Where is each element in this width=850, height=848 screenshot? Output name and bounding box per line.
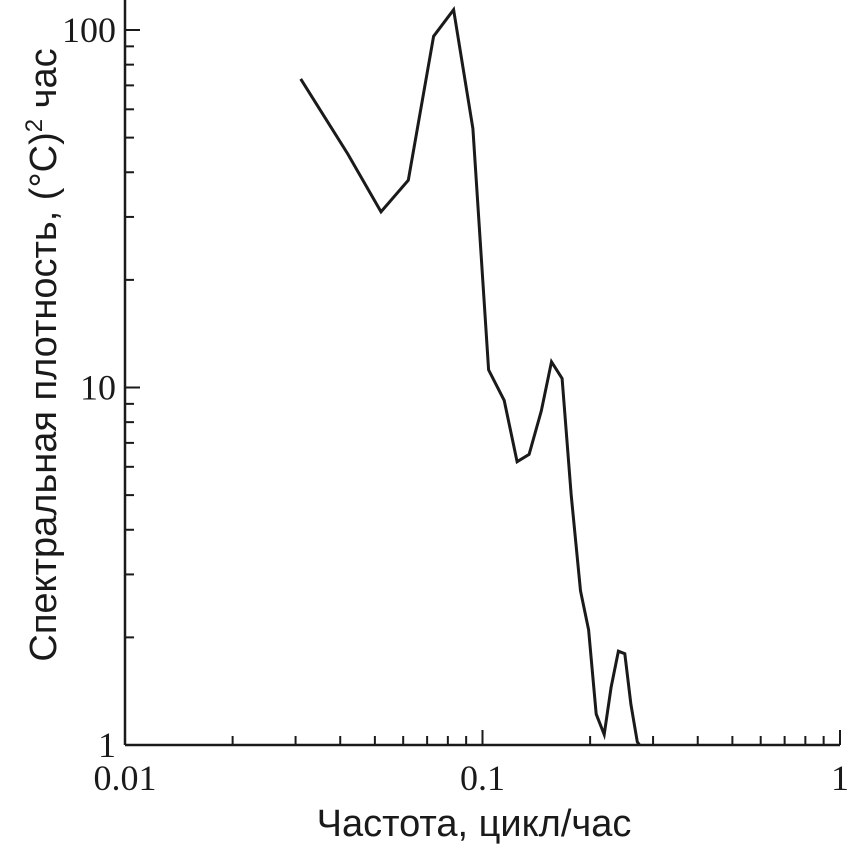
y-minor-ticks	[125, 45, 134, 639]
axes	[123, 0, 840, 747]
y-tick-label: 1	[98, 725, 116, 765]
y-axis-title-main: Спектральная плотность, (°C)	[23, 132, 65, 661]
x-tick-label: 1	[831, 758, 849, 798]
x-minor-ticks	[231, 736, 825, 745]
y-axis-title-superscript: 2	[21, 119, 48, 132]
x-major-ticks: 0.01 0.1 1	[94, 730, 849, 798]
y-major-ticks: 1 10 100	[62, 10, 140, 765]
y-axis-title: Спектральная плотность, (°C)2 час	[21, 48, 65, 661]
y-tick-label: 10	[80, 368, 116, 408]
x-tick-label: 0.1	[460, 758, 505, 798]
y-tick-label: 100	[62, 10, 116, 50]
x-axis-title: Частота, цикл/час	[317, 803, 632, 845]
x-tick-label: 0.01	[94, 758, 157, 798]
series-group	[299, 5, 642, 745]
y-axis-title-unit: час	[23, 48, 65, 119]
series-line	[299, 5, 642, 745]
